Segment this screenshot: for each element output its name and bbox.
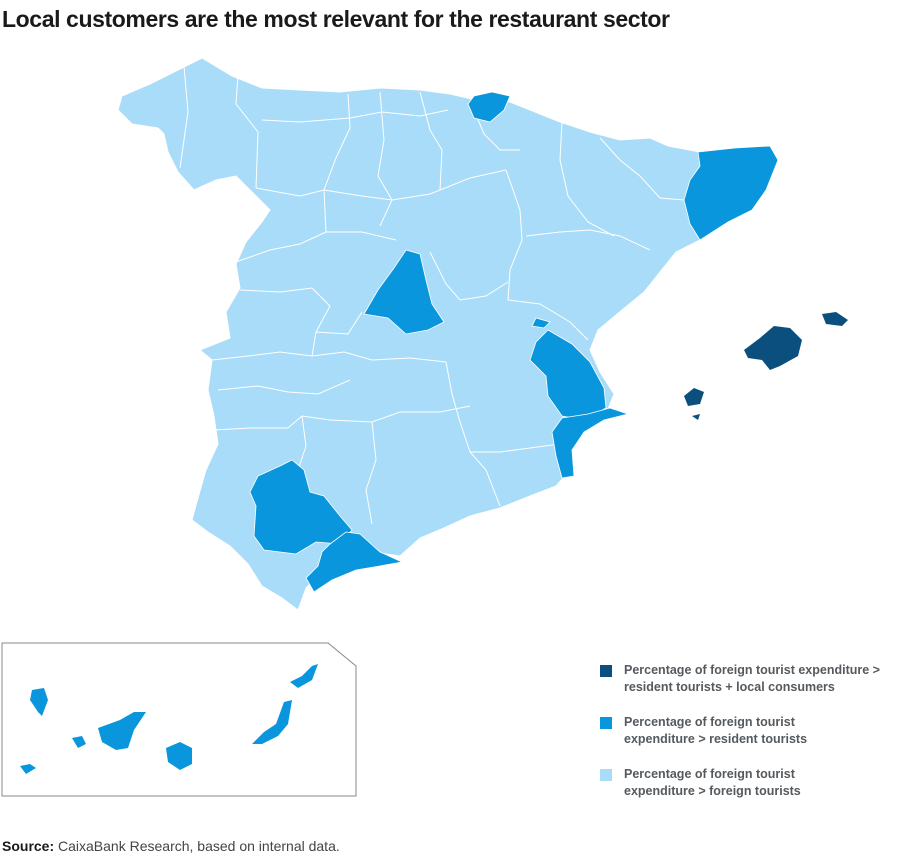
region-madrid — [363, 249, 445, 335]
island-el-hierro — [20, 764, 36, 774]
island-ibiza — [684, 388, 704, 406]
chart-title: Local customers are the most relevant fo… — [2, 6, 670, 32]
legend-item-light: Percentage of foreign tourist expenditur… — [600, 766, 900, 800]
legend-item-dark: Percentage of foreign tourist expenditur… — [600, 662, 900, 696]
island-tenerife — [98, 712, 146, 750]
canary-inset-frame — [1, 642, 357, 797]
island-menorca — [822, 312, 848, 326]
legend: Percentage of foreign tourist expenditur… — [600, 662, 900, 818]
legend-label-dark-line1: Percentage of foreign tourist expenditur… — [624, 663, 880, 677]
legend-label-dark-line2: resident tourists + local consumers — [624, 680, 835, 694]
legend-label-medium-line2: expenditure > resident tourists — [624, 732, 808, 746]
source-text: CaixaBank Research, based on internal da… — [54, 838, 340, 854]
region-alicante — [551, 407, 630, 479]
island-fuerteventura — [252, 700, 292, 744]
mainland-spain — [117, 57, 777, 611]
legend-item-medium: Percentage of foreign tourist expenditur… — [600, 714, 900, 748]
balearic-islands — [684, 312, 848, 420]
island-formentera — [692, 414, 700, 420]
legend-label-light-line2: expenditure > foreign tourists — [624, 784, 801, 798]
province-borders — [179, 65, 685, 525]
source-note: Source: CaixaBank Research, based on int… — [2, 838, 340, 854]
region-catalonia — [683, 145, 779, 241]
island-la-palma — [30, 688, 48, 716]
island-lanzarote — [290, 664, 318, 688]
legend-label-light-line1: Percentage of foreign tourist — [624, 767, 795, 781]
legend-swatch-dark — [600, 665, 612, 677]
canary-islands — [20, 664, 318, 774]
source-label: Source: — [2, 838, 55, 854]
island-gran-canaria — [166, 742, 192, 770]
island-mallorca — [744, 326, 802, 370]
region-gipuzkoa — [467, 91, 511, 123]
medium-regions — [249, 91, 779, 593]
region-malaga — [305, 531, 404, 593]
legend-swatch-medium — [600, 717, 612, 729]
region-valencia-north — [531, 317, 551, 329]
legend-label-medium-line1: Percentage of foreign tourist — [624, 715, 795, 729]
island-la-gomera — [72, 736, 86, 748]
legend-swatch-light — [600, 769, 612, 781]
